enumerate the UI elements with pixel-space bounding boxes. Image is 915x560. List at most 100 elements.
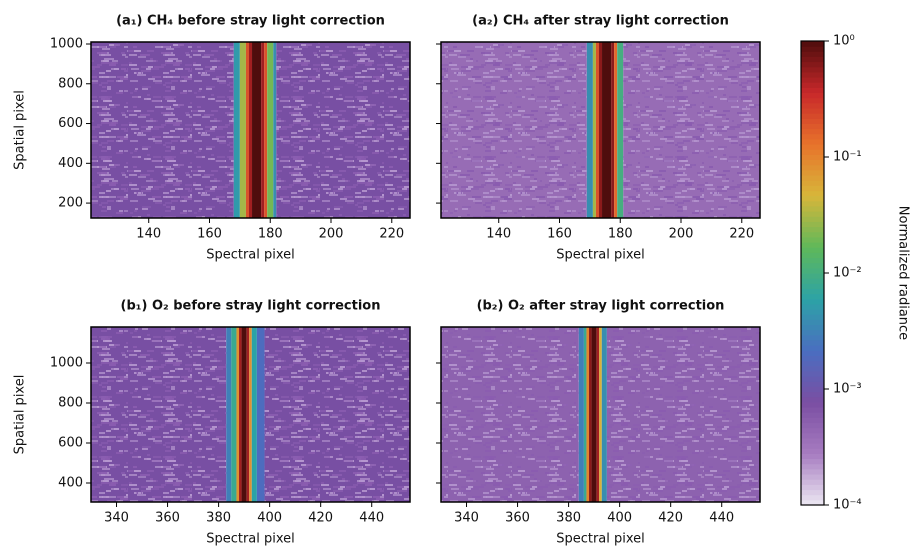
colorbar-cell: [801, 46, 824, 52]
colorbar-cell: [801, 360, 824, 367]
colorbar-cell: [801, 144, 824, 150]
colorbar-cell: [801, 262, 824, 269]
heat-column: [251, 327, 257, 502]
heat-column: [617, 42, 624, 218]
colorbar-cell: [801, 474, 824, 480]
y-tick-label: 400: [58, 156, 83, 171]
colorbar-cell: [801, 365, 824, 372]
colorbar-tick-label: 10⁻¹: [833, 150, 862, 165]
x-tick-label: 160: [197, 227, 222, 242]
x-tick-label: 160: [547, 227, 572, 242]
heat-column: [236, 327, 240, 502]
colorbar-cell: [801, 108, 824, 114]
colorbar-cell: [801, 437, 824, 444]
colorbar-cell: [801, 324, 824, 331]
heat-column: [256, 327, 265, 502]
colorbar-cell: [801, 41, 824, 47]
colorbar-cell: [801, 499, 824, 506]
x-tick-label: 340: [104, 511, 129, 526]
colorbar-cell: [801, 231, 824, 238]
colorbar-cell: [801, 412, 824, 418]
colorbar-cell: [801, 180, 824, 186]
colorbar-tick-label: 10⁻⁴: [833, 498, 862, 513]
x-tick-label: 360: [505, 511, 530, 526]
colorbar-cell: [801, 401, 824, 408]
heat-column: [596, 327, 600, 502]
x-tick-label: 420: [308, 511, 333, 526]
x-tick-label: 180: [258, 227, 283, 242]
title: (a₂) CH₄ after stray light correction: [472, 14, 729, 29]
colorbar-cell: [801, 453, 824, 460]
colorbar-cell: [801, 205, 824, 212]
colorbar-cell: [801, 61, 824, 68]
noise-texture: [91, 42, 234, 218]
x-tick-label: 220: [729, 227, 754, 242]
heat-column: [267, 42, 274, 218]
colorbar-cell: [801, 329, 824, 336]
heat-column: [246, 327, 250, 502]
colorbar-cell: [801, 484, 824, 491]
colorbar-cell: [801, 417, 824, 424]
x-tick-label: 340: [454, 511, 479, 526]
colorbar-cell: [801, 159, 824, 166]
x-axis-label: Spectral pixel: [556, 532, 645, 547]
colorbar-cell: [801, 66, 824, 73]
colorbar-cell: [801, 118, 824, 124]
colorbar-cell: [801, 169, 824, 176]
heat-column: [586, 42, 593, 218]
colorbar-cell: [801, 257, 824, 264]
colorbar-cell: [801, 458, 824, 465]
colorbar-cell: [801, 422, 824, 429]
colorbar-cell: [801, 334, 824, 341]
colorbar-cell: [801, 432, 824, 439]
heat-column: [586, 327, 590, 502]
x-tick-label: 380: [206, 511, 231, 526]
colorbar-cell: [801, 314, 824, 320]
plot-frame: [440, 326, 761, 503]
colorbar-cell: [801, 391, 824, 398]
colorbar-cell: [801, 252, 824, 259]
colorbar-cell: [801, 97, 824, 104]
colorbar-cell: [801, 283, 824, 289]
x-tick-label: 140: [486, 227, 511, 242]
heat-column: [249, 327, 252, 502]
heat-column: [601, 327, 607, 502]
noise-texture: [264, 327, 410, 502]
colorbar-cell: [801, 190, 824, 197]
colorbar-cell: [801, 123, 824, 130]
colorbar-cell: [801, 319, 824, 326]
x-axis-label: Spectral pixel: [206, 532, 295, 547]
heat-column: [578, 327, 584, 502]
heat-column: [583, 327, 587, 502]
heat-column: [239, 42, 246, 218]
colorbar-cell: [801, 355, 824, 362]
colorbar-cell: [801, 381, 824, 387]
colorbar-cell: [801, 448, 824, 454]
colorbar-cell: [801, 154, 824, 161]
colorbar-cell: [801, 463, 824, 470]
colorbar-cell: [801, 494, 824, 501]
y-tick-label: 400: [58, 476, 83, 491]
colorbar-cell: [801, 396, 824, 403]
heat-column: [233, 42, 240, 218]
colorbar-cell: [801, 51, 824, 57]
colorbar-cell: [801, 221, 824, 228]
colorbar-cell: [801, 293, 824, 300]
colorbar-cell: [801, 216, 824, 222]
y-tick-label: 800: [58, 76, 83, 91]
colorbar-cell: [801, 77, 824, 83]
heat-column: [595, 42, 599, 218]
y-tick-label: 1000: [50, 36, 83, 51]
colorbar-cell: [801, 298, 824, 305]
x-tick-label: 420: [658, 511, 683, 526]
heat-column: [264, 42, 268, 218]
colorbar-cell: [801, 443, 824, 449]
y-tick-label: 800: [58, 396, 83, 411]
x-tick-label: 440: [709, 511, 734, 526]
colorbar-cell: [801, 309, 824, 315]
colorbar-cell: [801, 200, 824, 207]
colorbar-tick-label: 10⁻²: [833, 266, 862, 281]
colorbar-cell: [801, 247, 824, 253]
colorbar-cell: [801, 164, 824, 171]
colorbar-cell: [801, 376, 824, 382]
